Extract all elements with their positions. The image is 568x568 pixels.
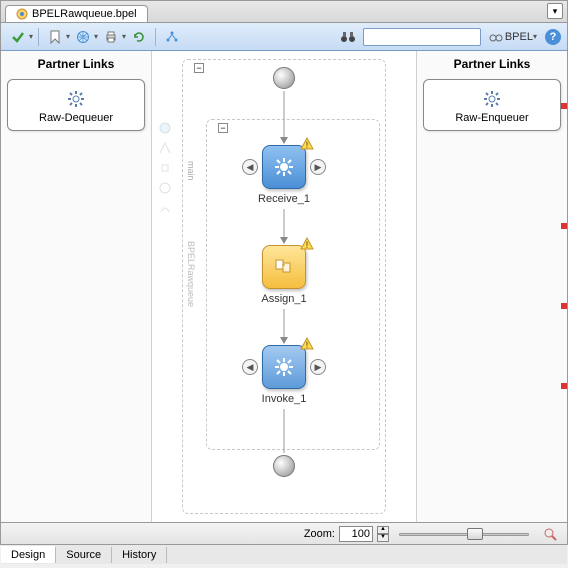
- partner-links-title: Partner Links: [423, 57, 561, 71]
- dropdown-icon[interactable]: ▾: [29, 32, 33, 41]
- collapse-toggle[interactable]: −: [218, 123, 228, 133]
- partner-links-left: Partner Links Raw-Dequeuer: [1, 51, 151, 522]
- assign-activity[interactable]: [262, 245, 306, 289]
- error-mark[interactable]: [561, 303, 567, 309]
- footer-bar: Zoom: ▲ ▼: [1, 522, 567, 544]
- document-tab-bar: BPELRawqueue.bpel ▾: [1, 1, 567, 23]
- dropdown-icon[interactable]: ▾: [122, 32, 126, 41]
- palette-item[interactable]: [158, 121, 172, 135]
- svg-text:!: !: [306, 240, 309, 250]
- palette-item[interactable]: [158, 141, 172, 155]
- error-mark[interactable]: [561, 223, 567, 229]
- svg-text:!: !: [306, 140, 309, 150]
- gear-icon: [273, 156, 295, 178]
- gear-icon: [483, 90, 501, 108]
- activity-label: Assign_1: [261, 293, 306, 305]
- partner-link-enqueuer[interactable]: Raw-Enqueuer: [423, 79, 561, 131]
- end-endpoint[interactable]: [273, 455, 295, 477]
- toolbar-separator: [38, 28, 39, 46]
- binoculars-small-icon: [489, 32, 503, 42]
- palette-item[interactable]: [158, 161, 172, 175]
- arrowhead-icon: [280, 237, 288, 244]
- flow-line: [284, 91, 285, 141]
- next-arrow[interactable]: ▶: [310, 359, 326, 375]
- slider-thumb[interactable]: [467, 528, 483, 540]
- palette: [156, 121, 174, 215]
- dropdown-icon[interactable]: ▾: [94, 32, 98, 41]
- slider-track: [399, 533, 529, 536]
- arrowhead-icon: [280, 137, 288, 144]
- binoculars-icon[interactable]: [337, 27, 359, 47]
- invoke-activity[interactable]: [262, 345, 306, 389]
- start-endpoint[interactable]: [273, 67, 295, 89]
- tab-source[interactable]: Source: [56, 547, 112, 563]
- warning-icon: !: [300, 237, 314, 251]
- activity-label: Invoke_1: [262, 393, 307, 405]
- palette-item[interactable]: [158, 181, 172, 195]
- toolbar-separator: [155, 28, 156, 46]
- tab-history[interactable]: History: [112, 547, 167, 563]
- partner-link-label: Raw-Enqueuer: [430, 112, 554, 124]
- bpel-canvas[interactable]: − − main BPELRawqueue ◀ ▶ ! Receive_1 ! …: [151, 51, 417, 522]
- gear-icon: [67, 90, 85, 108]
- toolbar: ▾ ▾ ▾ ▾ BPEL▾ ?: [1, 23, 567, 51]
- layout-button[interactable]: [161, 27, 183, 47]
- scope-label-main: main: [186, 161, 196, 181]
- partner-links-right: Partner Links Raw-Enqueuer: [417, 51, 567, 522]
- prev-arrow[interactable]: ◀: [242, 159, 258, 175]
- partner-links-title: Partner Links: [7, 57, 145, 71]
- zoom-up-button[interactable]: ▲: [377, 526, 389, 534]
- refresh-button[interactable]: [128, 27, 150, 47]
- arrowhead-icon: [280, 337, 288, 344]
- zoom-down-button[interactable]: ▼: [377, 534, 389, 542]
- zoom-input[interactable]: [339, 526, 373, 542]
- validate-button[interactable]: [7, 27, 29, 47]
- editor-tabs: Design Source History: [1, 544, 567, 564]
- dropdown-icon[interactable]: ▾: [66, 32, 70, 41]
- tab-menu-button[interactable]: ▾: [547, 3, 563, 19]
- error-mark[interactable]: [561, 103, 567, 109]
- search-input[interactable]: [363, 28, 481, 46]
- scope-label-process: BPELRawqueue: [186, 241, 196, 307]
- bpel-file-icon: [16, 8, 28, 20]
- error-mark[interactable]: [561, 383, 567, 389]
- zoom-slider[interactable]: [399, 527, 529, 541]
- partner-link-dequeuer[interactable]: Raw-Dequeuer: [7, 79, 145, 131]
- zoom-spinner: ▲ ▼: [377, 526, 389, 542]
- bpel-mode-button[interactable]: BPEL▾: [485, 31, 541, 43]
- prev-arrow[interactable]: ◀: [242, 359, 258, 375]
- document-tab-title: BPELRawqueue.bpel: [32, 8, 137, 20]
- zoom-fit-button[interactable]: [539, 524, 561, 544]
- gear-icon: [273, 356, 295, 378]
- help-button[interactable]: ?: [545, 29, 561, 45]
- zoom-label: Zoom:: [304, 528, 335, 540]
- flow-line: [284, 409, 285, 453]
- partner-link-label: Raw-Dequeuer: [14, 112, 138, 124]
- main-area: Partner Links Raw-Dequeuer − − main BPEL…: [1, 51, 567, 522]
- next-arrow[interactable]: ▶: [310, 159, 326, 175]
- document-tab[interactable]: BPELRawqueue.bpel: [5, 5, 148, 22]
- tab-design[interactable]: Design: [1, 546, 56, 563]
- receive-activity[interactable]: [262, 145, 306, 189]
- activity-label: Receive_1: [258, 193, 310, 205]
- globe-button[interactable]: [72, 27, 94, 47]
- collapse-toggle[interactable]: −: [194, 63, 204, 73]
- bookmark-button[interactable]: [44, 27, 66, 47]
- warning-icon: !: [300, 137, 314, 151]
- warning-icon: !: [300, 337, 314, 351]
- palette-item[interactable]: [158, 201, 172, 215]
- svg-text:!: !: [306, 340, 309, 350]
- print-button[interactable]: [100, 27, 122, 47]
- assign-icon: [273, 256, 295, 278]
- error-ruler: [561, 103, 567, 568]
